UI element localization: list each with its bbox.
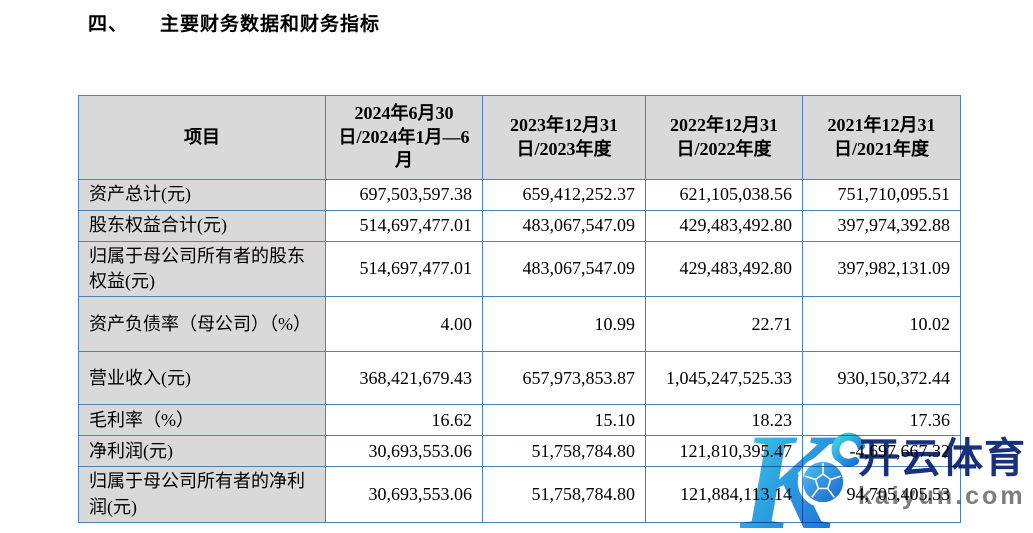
table-row: 资产总计(元) 697,503,597.38 659,412,252.37 621,1…: [78, 179, 961, 211]
cell-value: -4,697,667.32: [802, 435, 961, 468]
column-header-item: 项目: [78, 95, 326, 180]
cell-value: 10.99: [482, 296, 646, 353]
cell-value: 51,758,784.80: [482, 435, 646, 468]
table-row: 归属于母公司所有者的股东权益(元) 514,697,477.01 483,067,5…: [78, 240, 961, 298]
row-label: 股东权益合计(元): [78, 210, 326, 242]
cell-value: 514,697,477.01: [325, 210, 483, 242]
row-label: 归属于母公司所有者的净利润(元): [78, 466, 326, 523]
cell-value: 368,421,679.43: [325, 351, 483, 406]
row-label: 毛利率（%）: [78, 404, 326, 437]
cell-value: 397,974,392.88: [802, 210, 961, 242]
row-label: 资产负债率（母公司）（%）: [78, 296, 326, 353]
cell-value: 483,067,547.09: [482, 210, 646, 242]
cell-value: 18.23: [645, 404, 803, 437]
financial-data-table: 项目 2024年6月30日/2024年1月—6月 2023年12月31日/202…: [78, 95, 961, 523]
cell-value: 659,412,252.37: [482, 179, 646, 211]
cell-value: 697,503,597.38: [325, 179, 483, 211]
cell-value: 429,483,492.80: [645, 240, 803, 298]
table-row: 净利润(元) 30,693,553.06 51,758,784.80 121,810,…: [78, 435, 961, 468]
cell-value: 30,693,553.06: [325, 466, 483, 523]
cell-value: 621,105,038.56: [645, 179, 803, 211]
cell-value: 51,758,784.80: [482, 466, 646, 523]
cell-value: 483,067,547.09: [482, 240, 646, 298]
table-row: 营业收入(元) 368,421,679.43 657,973,853.87 1,045…: [78, 351, 961, 406]
cell-value: 10.02: [802, 296, 961, 353]
cell-value: 1,045,247,525.33: [645, 351, 803, 406]
cell-value: 4.00: [325, 296, 483, 353]
row-label: 净利润(元): [78, 435, 326, 468]
row-label: 归属于母公司所有者的股东权益(元): [78, 240, 326, 298]
cell-value: 30,693,553.06: [325, 435, 483, 468]
table-body: 资产总计(元) 697,503,597.38 659,412,252.37 621,1…: [78, 179, 961, 523]
table-row: 资产负债率（母公司）（%） 4.00 10.99 22.71 10.02: [78, 296, 961, 353]
table-header-row: 项目 2024年6月30日/2024年1月—6月 2023年12月31日/202…: [78, 95, 961, 180]
column-header-2022: 2022年12月31日/2022年度: [645, 95, 803, 180]
cell-value: 16.62: [325, 404, 483, 437]
column-header-2024: 2024年6月30日/2024年1月—6月: [325, 95, 483, 180]
column-header-2021: 2021年12月31日/2021年度: [802, 95, 961, 180]
cell-value: 17.36: [802, 404, 961, 437]
row-label: 营业收入(元): [78, 351, 326, 406]
cell-value: 121,810,395.47: [645, 435, 803, 468]
section-number: 四、: [88, 14, 129, 35]
table-row: 归属于母公司所有者的净利润(元) 30,693,553.06 51,758,784.…: [78, 466, 961, 523]
column-header-2023: 2023年12月31日/2023年度: [482, 95, 646, 180]
table-row: 毛利率（%） 16.62 15.10 18.23 17.36: [78, 404, 961, 437]
cell-value: 94,705,405.53: [802, 466, 961, 523]
cell-value: 397,982,131.09: [802, 240, 961, 298]
cell-value: 751,710,095.51: [802, 179, 961, 211]
cell-value: 22.71: [645, 296, 803, 353]
row-label: 资产总计(元): [78, 179, 326, 211]
cell-value: 429,483,492.80: [645, 210, 803, 242]
table-header: 项目 2024年6月30日/2024年1月—6月 2023年12月31日/202…: [78, 95, 961, 180]
cell-value: 930,150,372.44: [802, 351, 961, 406]
cell-value: 514,697,477.01: [325, 240, 483, 298]
cell-value: 15.10: [482, 404, 646, 437]
section-title-text: 主要财务数据和财务指标: [160, 14, 381, 35]
section-title: 四、 主要财务数据和财务指标: [88, 9, 380, 36]
cell-value: 121,884,113.14: [645, 466, 803, 523]
table-row: 股东权益合计(元) 514,697,477.01 483,067,547.09 429…: [78, 210, 961, 242]
cell-value: 657,973,853.87: [482, 351, 646, 406]
